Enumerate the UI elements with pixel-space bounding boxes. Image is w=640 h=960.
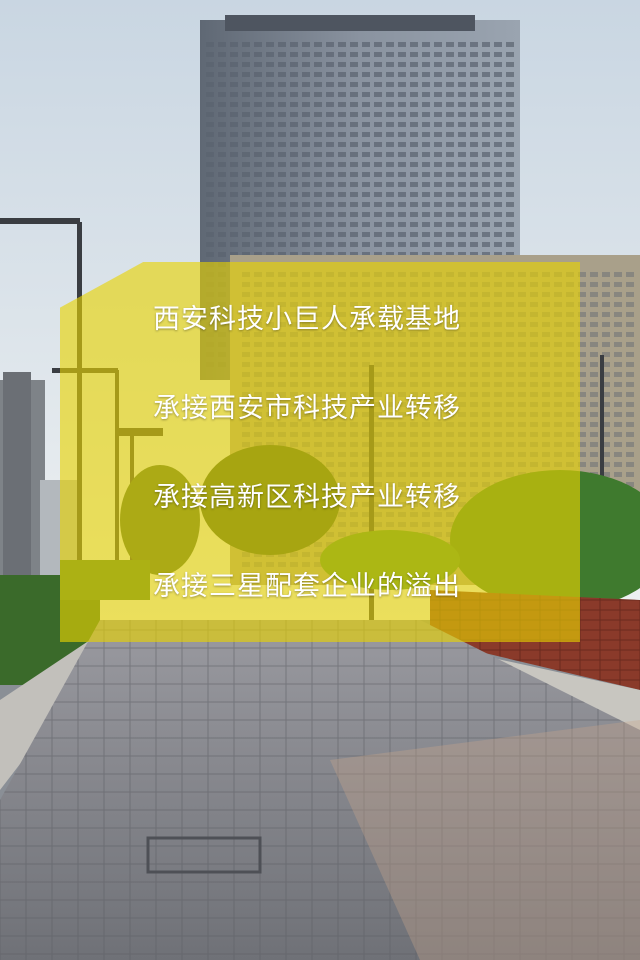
feature-line: 承接西安市科技产业转移 bbox=[153, 393, 461, 424]
feature-line: 承接三星配套企业的溢出 bbox=[153, 571, 461, 602]
feature-list: 西安科技小巨人承载基地 承接西安市科技产业转移 承接高新区科技产业转移 承接三星… bbox=[153, 298, 573, 654]
feature-line: 承接高新区科技产业转移 bbox=[153, 482, 461, 513]
feature-line: 西安科技小巨人承载基地 bbox=[153, 304, 461, 335]
yellow-highlight-panel bbox=[60, 262, 580, 642]
